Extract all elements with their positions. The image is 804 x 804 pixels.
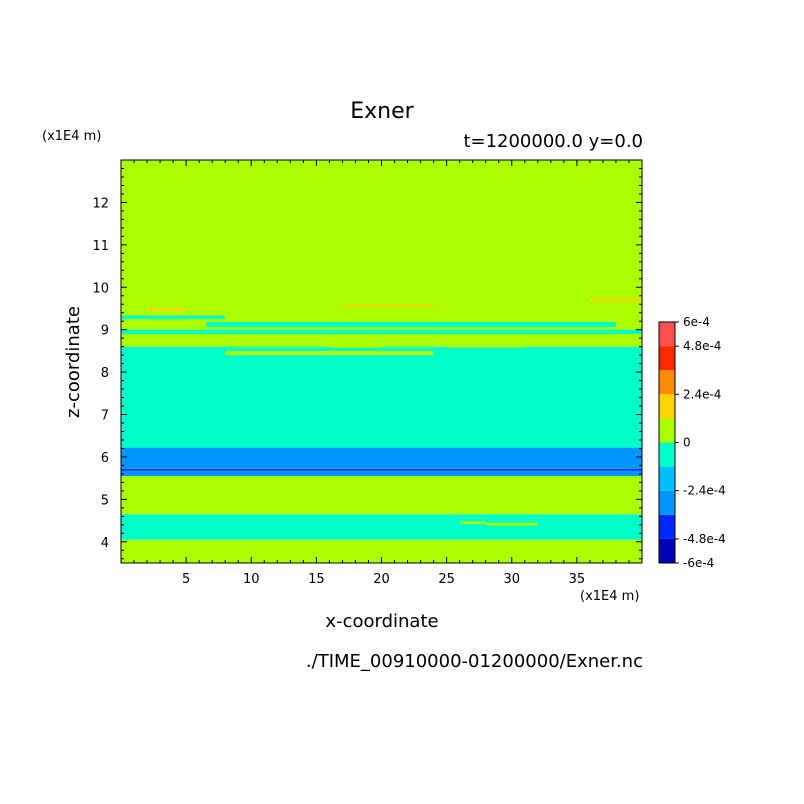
contour-patch [205, 322, 616, 328]
contour-patch [329, 345, 382, 348]
y-tick-label: 7 [101, 409, 109, 424]
x-axis-unit: (x1E4 m) [580, 589, 640, 604]
contour-patch [121, 315, 226, 320]
x-tick-label: 5 [182, 572, 190, 587]
colorbar-segment [659, 466, 675, 491]
colorbar-segment [659, 490, 675, 515]
colorbar-segment [659, 394, 675, 419]
contour-patch [459, 521, 486, 524]
y-tick-label: 6 [101, 451, 109, 466]
contour-band [121, 476, 642, 515]
x-tick-label: 25 [438, 572, 455, 587]
contour-patch [446, 344, 525, 348]
contour-band [121, 160, 642, 330]
x-tick-label: 15 [308, 572, 325, 587]
contour-patch [563, 338, 642, 345]
colorbar-tick-label: -4.8e-4 [683, 532, 726, 546]
colorbar-segment [659, 442, 675, 467]
contour-band [121, 346, 642, 448]
colorbar-tick-label: 4.8e-4 [683, 339, 721, 353]
y-tick-label: 8 [101, 366, 109, 381]
contour-patch [485, 522, 538, 526]
x-tick-label: 35 [569, 572, 586, 587]
contour-band [121, 329, 642, 334]
colorbar-tick-label: 2.4e-4 [683, 387, 721, 401]
plot-axes: 5 10 15 20 25 30 35 4 5 6 7 8 9 10 11 12 [92, 159, 643, 587]
x-axis-label: x-coordinate [325, 611, 439, 632]
contour-band [121, 470, 642, 477]
colorbar-segment [659, 346, 675, 371]
y-tick-label: 9 [101, 324, 109, 339]
contour-patch [589, 299, 642, 302]
y-tick-label: 11 [92, 239, 109, 254]
source-file-path: ./TIME_00910000-01200000/Exner.nc [305, 651, 643, 672]
y-tick-label: 12 [92, 196, 109, 211]
colorbar-segment [659, 514, 675, 539]
chart-subtitle: t=1200000.0 y=0.0 [463, 131, 643, 152]
x-tick-label: 30 [503, 572, 520, 587]
chart-title: Exner [350, 99, 414, 124]
colorbar-tick-label: -6e-4 [683, 556, 714, 570]
contour-patch [225, 350, 434, 356]
contour-band [121, 514, 642, 540]
contour-fill [121, 160, 642, 563]
colorbar-tick-label: 6e-4 [683, 315, 710, 329]
contour-band [121, 447, 642, 469]
contour-patch [342, 304, 434, 307]
colorbar: -6e-4 -4.8e-4 -2.4e-4 0 2.4e-4 4.8e-4 6e-4 [658, 315, 726, 570]
y-tick-label: 10 [92, 281, 109, 296]
colorbar-segment [659, 322, 675, 347]
colorbar-segment [659, 418, 675, 443]
y-axis-unit: (x1E4 m) [42, 129, 102, 144]
contour-patch [147, 307, 187, 311]
y-tick-label: 4 [101, 536, 109, 551]
x-tick-label: 10 [243, 572, 260, 587]
colorbar-segment [659, 370, 675, 395]
contour-band [121, 333, 642, 347]
x-tick-label: 20 [373, 572, 390, 587]
colorbar-tick-label: 0 [683, 436, 691, 450]
colorbar-tick-label: -2.4e-4 [683, 484, 726, 498]
contour-patch [355, 439, 447, 443]
colorbar-segment [659, 538, 675, 563]
contour-band [121, 468, 642, 471]
y-tick-label: 5 [101, 493, 109, 508]
